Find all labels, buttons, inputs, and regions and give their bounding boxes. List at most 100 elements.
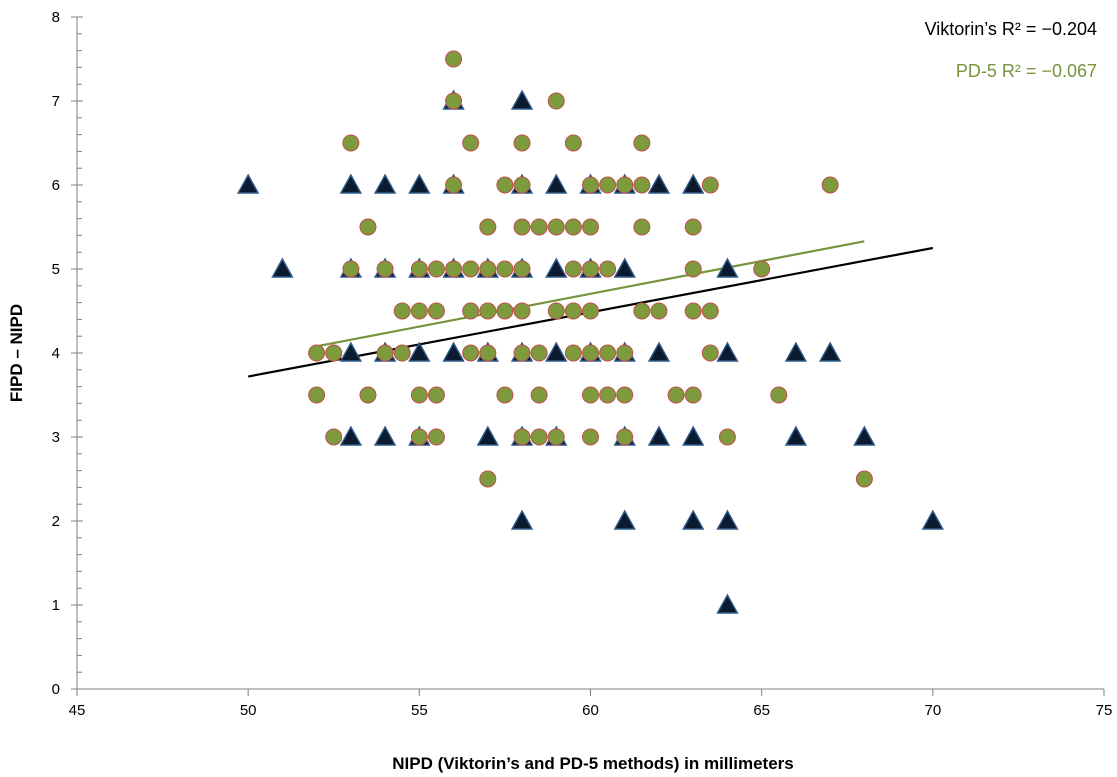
viktorin-point — [682, 173, 705, 194]
viktorin-point — [271, 257, 294, 278]
pd5-point — [701, 176, 719, 194]
pd5-point — [616, 428, 634, 446]
pd5-point — [701, 302, 719, 320]
x-tick-label: 60 — [582, 702, 599, 719]
pd5-point — [684, 218, 702, 236]
pd5-r2-annotation: PD-5 R² = −0.067 — [956, 61, 1097, 81]
y-tick-label: 4 — [52, 345, 60, 362]
pd5-point — [479, 470, 497, 488]
x-tick-label: 75 — [1096, 702, 1113, 719]
pd5-point — [479, 260, 497, 278]
viktorin-point — [682, 509, 705, 530]
pd5-point — [410, 428, 428, 446]
pd5-point — [496, 260, 514, 278]
pd5-point — [496, 176, 514, 194]
pd5-point — [496, 386, 514, 404]
pd5-point — [684, 260, 702, 278]
pd5-point — [427, 428, 445, 446]
pd5-point — [667, 386, 685, 404]
viktorin-point — [784, 341, 808, 362]
y-tick-label: 5 — [52, 261, 60, 278]
pd5-point — [427, 386, 445, 404]
viktorin-point — [716, 257, 739, 278]
viktorin-point — [442, 341, 465, 362]
viktorin-point — [236, 173, 260, 194]
viktorin-point — [373, 173, 397, 194]
pd5-point — [547, 302, 565, 320]
pd5-point — [616, 386, 634, 404]
viktorin-point — [510, 89, 534, 110]
pd5-point — [564, 344, 582, 362]
pd5-point — [684, 302, 702, 320]
pd5-point — [616, 344, 634, 362]
viktorin-point — [476, 425, 499, 446]
pd5-point — [410, 302, 428, 320]
pd5-point — [410, 260, 428, 278]
pd5-point — [633, 134, 651, 152]
x-ticks: 45 50 55 60 65 70 75 — [69, 689, 1113, 719]
pd5-point — [582, 386, 599, 404]
pd5-point — [513, 260, 531, 278]
pd5-point — [462, 344, 480, 362]
x-tick-label: 45 — [69, 702, 86, 719]
pd5-point — [599, 386, 617, 404]
viktorin-r2-annotation: Viktorin’s R² = −0.204 — [925, 19, 1097, 39]
pd5-point — [513, 302, 531, 320]
pd5-point — [393, 344, 411, 362]
pd5-point — [564, 134, 582, 152]
pd5-point — [650, 302, 668, 320]
pd5-point — [513, 134, 531, 152]
viktorin-point — [545, 173, 568, 194]
y-tick-label: 7 — [52, 93, 60, 110]
pd5-point — [855, 470, 873, 488]
pd5-point — [547, 92, 565, 110]
pd5-point — [462, 134, 480, 152]
pd5-point — [599, 260, 617, 278]
pd5-point — [633, 218, 651, 236]
pd5-point — [513, 176, 531, 194]
pd5-point — [427, 260, 445, 278]
pd5-point — [308, 386, 326, 404]
pd5-point — [564, 260, 582, 278]
pd5-point — [582, 344, 599, 362]
y-tick-label: 0 — [52, 681, 60, 698]
pd5-point — [530, 386, 548, 404]
y-tick-label: 3 — [52, 429, 60, 446]
pd5-point — [376, 260, 394, 278]
x-tick-label: 65 — [753, 702, 770, 719]
pd5-point — [616, 176, 634, 194]
pd5-point — [445, 50, 463, 68]
pd5-point — [513, 344, 531, 362]
viktorin-point — [613, 509, 636, 530]
viktorin-point — [647, 341, 671, 362]
pd5-point — [770, 386, 788, 404]
pd5-point — [530, 218, 548, 236]
viktorin-point — [647, 425, 671, 446]
pd5-point — [753, 260, 771, 278]
viktorin-point — [921, 509, 945, 530]
y-axis-title: FIPD – NIPD — [7, 304, 26, 402]
pd5-point — [599, 344, 617, 362]
viktorin-point — [545, 341, 568, 362]
viktorin-point — [408, 341, 431, 362]
y-tick-label: 1 — [52, 597, 60, 614]
pd5-point — [445, 260, 463, 278]
pd5-point — [496, 302, 514, 320]
pd5-trend-line — [316, 240, 865, 348]
pd5-point — [427, 302, 445, 320]
pd5-point — [410, 386, 428, 404]
pd5-point — [582, 218, 599, 236]
x-tick-label: 70 — [924, 702, 941, 719]
pd5-point — [701, 344, 719, 362]
viktorin-point — [373, 425, 397, 446]
viktorin-point — [853, 425, 876, 446]
pd5-point — [582, 260, 599, 278]
pd5-point — [359, 218, 377, 236]
viktorin-point — [408, 173, 431, 194]
pd5-point — [325, 344, 343, 362]
pd5-point — [513, 218, 531, 236]
pd5-point — [547, 428, 565, 446]
pd5-point — [582, 302, 599, 320]
pd5-point — [582, 428, 599, 446]
pd5-point — [599, 176, 617, 194]
